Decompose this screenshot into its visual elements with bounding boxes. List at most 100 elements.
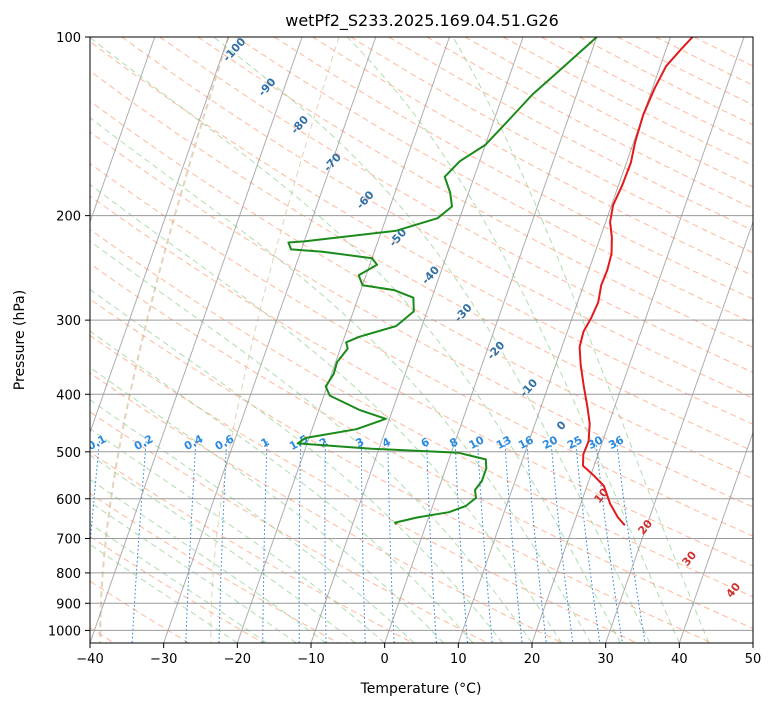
mixing-ratio-line [595,441,623,643]
dry-adiabat [90,228,753,598]
adiabat-labels: 0.1 0.2 0.4 0.6 1 1.5 2 3 4 6 8 10 13 16 20 25 30 36-100-… [85,35,743,600]
mixing-ratio-label: 0.2 [132,432,155,453]
dry-adiabat [90,162,753,537]
chart-title: wetPf2_S233.2025.169.04.51.G26 [285,11,559,31]
dry-adiabat [121,37,753,399]
isotherm [310,37,524,643]
y-tick-label: 900 [56,597,81,612]
moist-adiabat [213,37,651,643]
moist-adiabat [452,37,710,643]
dry-adiabat [90,535,265,643]
isotherm [0,37,7,643]
isotherm [90,37,229,435]
dry-adiabat-label: -70 [321,150,344,174]
dry-adiabat [90,195,753,567]
moist-adiabat-label: 40 [723,580,743,600]
y-tick-label: 400 [56,388,81,403]
isotherm [90,37,156,224]
moist-adiabat [90,399,415,643]
isotherm [384,37,598,643]
mixing-ratio-label: 0.4 [182,432,206,453]
moist-adiabat-label: 30 [679,548,699,568]
moist-adiabat [90,240,533,643]
dry-adiabat-label: -10 [517,376,540,400]
moist-adiabat [90,543,238,643]
x-tick-label: 50 [745,652,762,667]
mixing-ratio-label: 36 [606,433,626,452]
moist-adiabat [90,184,562,643]
data-series [287,37,694,526]
dry-adiabat-label: -80 [288,113,311,137]
isotherm [752,641,753,643]
dry-adiabat [90,451,415,643]
mixing-ratio-line [504,441,523,643]
dry-adiabat [90,334,639,643]
mixing-ratio-line [324,441,327,643]
moist-adiabat [90,454,356,643]
x-tick-label: −40 [76,652,103,667]
moist-adiabat [90,288,503,643]
mixing-ratio-line [131,441,147,643]
dry-adiabat [617,37,753,106]
dry-adiabat-label: -100 [220,35,248,64]
mixing-ratio-label: 0.1 [85,432,108,453]
x-axis-ticks: −40 −30 −20 −10 0 10 20 30 40 50 [76,643,761,667]
x-tick-label: −30 [150,652,177,667]
moist-adiabat [346,37,680,643]
moist-adiabat [90,501,297,643]
background-curve [210,37,340,643]
moist-adiabat [90,478,327,643]
y-axis-ticks: 100 200 300 400 500 600 700 800 900 1000 [48,31,90,639]
y-tick-label: 500 [56,446,81,461]
mixing-ratio-line [575,441,601,643]
mixing-ratio-label: 1 [259,435,272,450]
plot-frame [89,36,754,644]
moist-adiabat [90,330,474,643]
y-tick-label: 100 [56,31,81,46]
dry-adiabat-label: -30 [452,301,475,325]
mixing-ratio-line [90,441,100,550]
dry-adiabat [579,37,753,126]
y-tick-label: 800 [56,567,81,582]
background-curve [99,37,230,643]
dry-adiabat [312,37,753,277]
dry-adiabat [90,580,190,643]
dry-adiabat-label: -60 [354,188,377,212]
mixing-ratio-label: 4 [380,435,393,450]
mixing-ratio-line [550,441,574,643]
plot-background-lines [0,37,753,643]
dry-adiabat [464,37,753,188]
mixing-ratio-label: 13 [494,433,514,452]
dry-adiabat [426,37,753,210]
moist-adiabat [90,117,592,643]
isotherm [90,37,303,643]
mixing-ratio-line [526,441,547,643]
mixing-ratio-line [616,441,646,643]
y-tick-label: 600 [56,493,81,508]
dry-adiabat [90,70,753,452]
y-tick-label: 200 [56,210,81,225]
dry-adiabat-label: 0 [554,418,569,433]
moist-adiabat-label: 10 [591,485,611,505]
isotherm [531,37,745,643]
x-tick-label: −20 [224,652,251,667]
dry-adiabat-label: -90 [256,75,279,99]
moist-adiabat [90,523,268,643]
y-tick-label: 700 [56,533,81,548]
x-axis-label: Temperature (°C) [360,681,482,697]
isotherm [678,431,753,643]
y-axis-label: Pressure (hPa) [12,290,28,390]
dry-adiabat [90,131,753,508]
x-tick-label: 40 [671,652,688,667]
mixing-ratio-label: 25 [565,433,585,452]
isotherm [605,220,753,643]
dry-adiabat [693,37,753,67]
isotherm [457,37,671,643]
y-tick-label: 1000 [48,624,81,639]
mixing-ratio-label: 6 [419,435,432,450]
mixing-ratio-line [298,441,302,643]
dry-adiabat [90,41,753,425]
dry-adiabat [159,37,753,373]
moist-adiabat [90,37,621,643]
mixing-ratio-label: 16 [516,433,536,452]
